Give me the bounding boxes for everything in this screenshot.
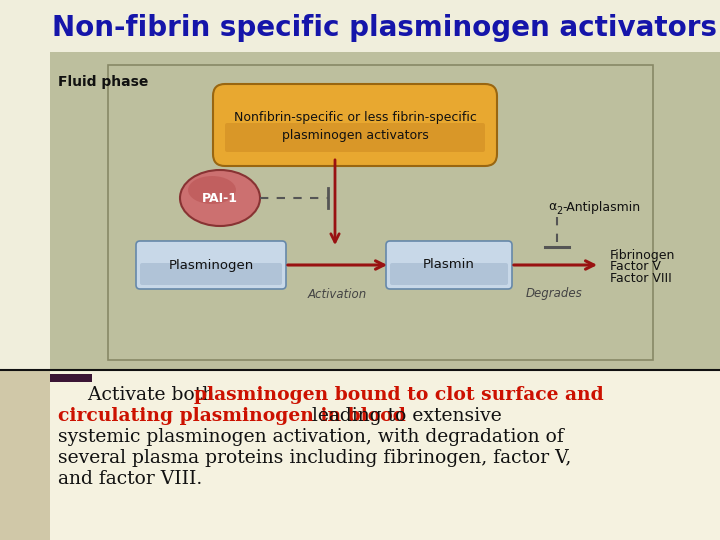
FancyBboxPatch shape — [225, 123, 485, 152]
FancyBboxPatch shape — [108, 65, 653, 360]
Text: -Antiplasmin: -Antiplasmin — [562, 200, 640, 213]
Text: plasminogen bound to clot surface and: plasminogen bound to clot surface and — [194, 386, 604, 404]
FancyBboxPatch shape — [136, 241, 286, 289]
FancyBboxPatch shape — [213, 84, 497, 166]
FancyBboxPatch shape — [140, 263, 282, 285]
Text: systemic plasminogen activation, with degradation of: systemic plasminogen activation, with de… — [58, 428, 564, 446]
FancyBboxPatch shape — [390, 263, 508, 285]
Text: α: α — [548, 200, 557, 213]
Ellipse shape — [180, 170, 260, 226]
Text: Factor VIII: Factor VIII — [610, 273, 672, 286]
Ellipse shape — [188, 176, 236, 204]
Bar — [0, 52, 50, 372]
Text: Activate both: Activate both — [58, 386, 220, 404]
Text: 2: 2 — [556, 206, 562, 216]
Bar — [50, 52, 720, 370]
Text: Plasmin: Plasmin — [423, 259, 475, 272]
Bar — [0, 370, 720, 540]
Text: Plasminogen: Plasminogen — [168, 259, 253, 272]
Text: and factor VIII.: and factor VIII. — [58, 470, 202, 488]
Text: Fluid phase: Fluid phase — [58, 75, 148, 89]
Text: leading to extensive: leading to extensive — [306, 407, 502, 425]
Text: circulating plasminogen in blood: circulating plasminogen in blood — [58, 407, 406, 425]
Text: Factor V: Factor V — [610, 260, 661, 273]
Bar — [50, 374, 92, 382]
Bar — [0, 370, 50, 540]
Text: Fibrinogen: Fibrinogen — [610, 248, 675, 261]
Text: several plasma proteins including fibrinogen, factor V,: several plasma proteins including fibrin… — [58, 449, 572, 467]
Text: Degrades: Degrades — [526, 287, 582, 300]
Bar — [0, 0, 720, 52]
FancyBboxPatch shape — [386, 241, 512, 289]
Text: Nonfibrin-specific or less fibrin-specific: Nonfibrin-specific or less fibrin-specif… — [233, 111, 477, 124]
Text: Non-fibrin specific plasminogen activators: Non-fibrin specific plasminogen activato… — [53, 14, 718, 42]
Text: PAI-1: PAI-1 — [202, 192, 238, 205]
Text: plasminogen activators: plasminogen activators — [282, 129, 428, 141]
Text: Activation: Activation — [307, 287, 366, 300]
